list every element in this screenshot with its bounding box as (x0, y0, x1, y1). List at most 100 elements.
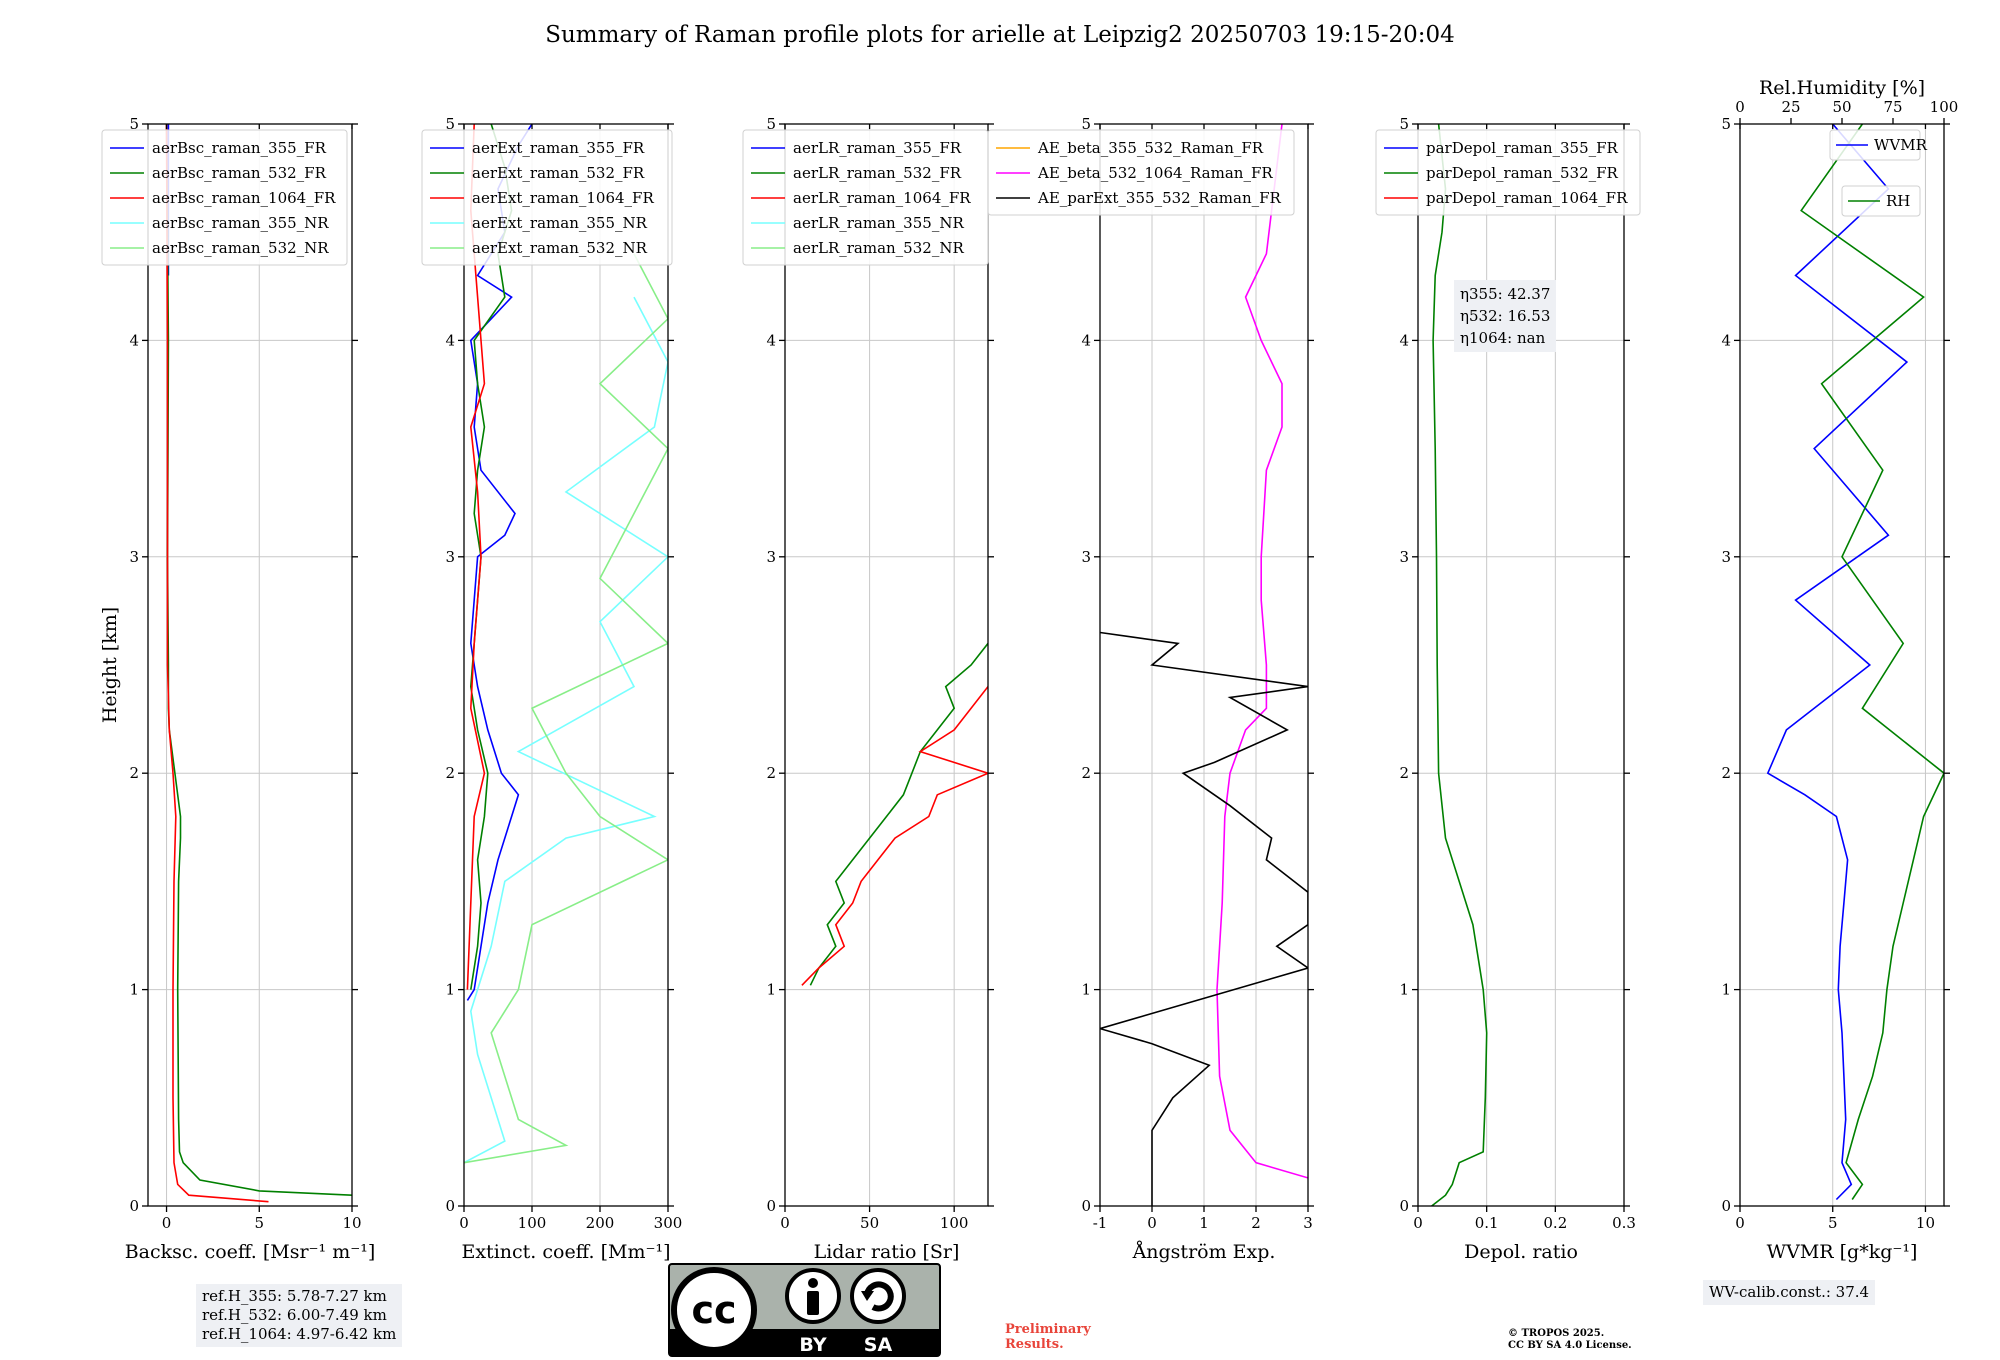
legend-box (1829, 129, 1921, 161)
axes-frame (1417, 123, 1625, 1207)
y-tick-label: 3 (1081, 548, 1091, 566)
copyright-line-2: CC BY SA 4.0 License. (1508, 1340, 1632, 1351)
legend-label: aerExt_raman_1064_FR (472, 189, 654, 207)
series-line-aerExt_raman_355_NR (464, 296, 668, 1164)
x-tick-label: 0 (459, 1214, 469, 1232)
y-tick-label: 4 (129, 331, 139, 349)
preliminary-note: Preliminary Results. (1005, 1322, 1091, 1352)
x-axis-label: WVMR [g*kg⁻¹] (1767, 1241, 1918, 1263)
x-axis-label: Lidar ratio [Sr] (814, 1241, 960, 1263)
y-tick-label: 2 (1399, 764, 1409, 782)
y-tick-label: 0 (1721, 1197, 1731, 1215)
series-line-parDepol_raman_532_FR (1431, 124, 1488, 1206)
x-tick-label: 0.3 (1612, 1214, 1636, 1232)
top-x-tick-label: 25 (1781, 98, 1800, 116)
legend-box (1375, 129, 1641, 216)
cc-icon (671, 1267, 757, 1353)
legend-box (421, 129, 673, 266)
legend-box (987, 129, 1295, 216)
series-line-aerBsc_raman_1064_FR (165, 124, 269, 1203)
copyright-line-1: © TROPOS 2025. (1508, 1328, 1605, 1339)
y-tick-label: 0 (1081, 1197, 1091, 1215)
panel-extinction: 0 100 200 300 0 1 2 3 4 5 Extinct. coeff. [Mm⁻¹] ae… (421, 115, 683, 1263)
y-tick-label: 3 (129, 548, 139, 566)
y-tick-label: 3 (1721, 548, 1731, 566)
legend-label: aerBsc_raman_1064_FR (152, 189, 336, 207)
y-tick-label: 0 (766, 1197, 776, 1215)
y-tick-label: 2 (1081, 764, 1091, 782)
legend-label: WVMR (1874, 136, 1928, 154)
series-line-WVMR (1766, 124, 1909, 1201)
legend-label: aerLR_raman_532_FR (793, 164, 962, 182)
y-tick-label: 1 (1399, 981, 1409, 999)
x-tick-label: -1 (1093, 1214, 1108, 1232)
wv-calibration-box: WV-calib.const.: 37.4 (1703, 1280, 1876, 1305)
series-line-AE_beta_532_1064_Raman_FR (1216, 124, 1308, 1179)
ref-h-355: ref.H_355: 5.78-7.27 km (202, 1287, 387, 1305)
legend-label: aerBsc_raman_532_FR (152, 164, 327, 182)
top-x-tick-label: 75 (1883, 98, 1902, 116)
y-tick-label: 1 (1721, 981, 1731, 999)
x-axis-label: Backsc. coeff. [Msr⁻¹ m⁻¹] (125, 1241, 376, 1263)
y-tick-label: 1 (766, 981, 776, 999)
top-x-tick-label: 50 (1832, 98, 1851, 116)
x-tick-label: 10 (1916, 1214, 1935, 1232)
y-axis-label: Height [km] (99, 607, 121, 723)
series-line-RH (1800, 124, 1944, 1200)
x-axis-label: Ångström Exp. (1132, 1241, 1276, 1263)
y-tick-label: 5 (1721, 115, 1731, 133)
y-tick-label: 4 (1721, 331, 1731, 349)
legend-label: AE_beta_532_1064_Raman_FR (1037, 164, 1273, 182)
y-tick-label: 1 (129, 981, 139, 999)
legend-label: aerLR_raman_355_NR (793, 214, 964, 232)
preliminary-line-1: Preliminary (1005, 1322, 1091, 1337)
y-tick-label: 4 (1399, 331, 1409, 349)
x-tick-label: 100 (518, 1214, 547, 1232)
y-tick-label: 2 (1721, 764, 1731, 782)
legend-label: aerLR_raman_1064_FR (793, 189, 971, 207)
y-tick-label: 5 (129, 115, 139, 133)
x-axis-label: Extinct. coeff. [Mm⁻¹] (461, 1241, 670, 1263)
preliminary-line-2: Results. (1005, 1337, 1064, 1352)
series-line-aerExt_raman_532_NR (464, 253, 668, 1164)
cc-by-sa-logo: cc BY SA (668, 1263, 941, 1357)
x-tick-label: 0.1 (1475, 1214, 1499, 1232)
y-tick-label: 5 (766, 115, 776, 133)
ref-h-532: ref.H_532: 6.00-7.49 km (202, 1306, 387, 1324)
y-tick-label: 4 (445, 331, 455, 349)
y-tick-label: 1 (1081, 981, 1091, 999)
legend-label: parDepol_raman_1064_FR (1426, 189, 1628, 207)
eta-532-value: : 16.53 (1497, 307, 1551, 325)
legend-label: aerExt_raman_532_NR (472, 239, 648, 257)
legend-label: AE_beta_355_532_Raman_FR (1037, 139, 1264, 157)
y-tick-label: 2 (766, 764, 776, 782)
series-line-aerLR_raman_1064_FR (801, 686, 988, 986)
y-tick-label: 3 (445, 548, 455, 566)
copyright-note: © TROPOS 2025. CC BY SA 4.0 License. (1508, 1328, 1632, 1352)
series-line-aerExt_raman_355_FR (466, 124, 533, 1001)
legend-box (101, 129, 348, 266)
x-tick-label: 3 (1303, 1214, 1313, 1232)
license-sa-label: SA (864, 1334, 893, 1356)
panel-lidar_ratio: 0 50 100 0 1 2 3 4 5 Lidar ratio [Sr] aerLR_raman_… (742, 115, 994, 1263)
legend-label: aerBsc_raman_355_FR (152, 139, 327, 157)
legend-label: aerLR_raman_532_NR (793, 239, 964, 257)
legend-label: aerExt_raman_532_FR (472, 164, 645, 182)
x-axis-label: Depol. ratio (1464, 1241, 1578, 1263)
y-tick-label: 2 (129, 764, 139, 782)
eta-1064-value: : nan (1507, 329, 1546, 347)
legend-label: RH (1886, 192, 1910, 210)
x-tick-label: 100 (940, 1214, 969, 1232)
legend-label: parDepol_raman_355_FR (1426, 139, 1619, 157)
x-tick-label: 300 (654, 1214, 683, 1232)
y-tick-label: 3 (1399, 548, 1409, 566)
x-tick-label: 0 (1735, 1214, 1745, 1232)
legend-label: aerBsc_raman_355_NR (152, 214, 329, 232)
reference-height-box: ref.H_355: 5.78-7.27 km ref.H_532: 6.00-… (196, 1284, 403, 1347)
panel-depolarization: 0 0.1 0.2 0.3 0 1 2 3 4 5 Depol. ratio parDepol_ram… (1375, 115, 1641, 1263)
legend-label: parDepol_raman_532_FR (1426, 164, 1619, 182)
figure-title: Summary of Raman profile plots for ariel… (545, 22, 1455, 48)
